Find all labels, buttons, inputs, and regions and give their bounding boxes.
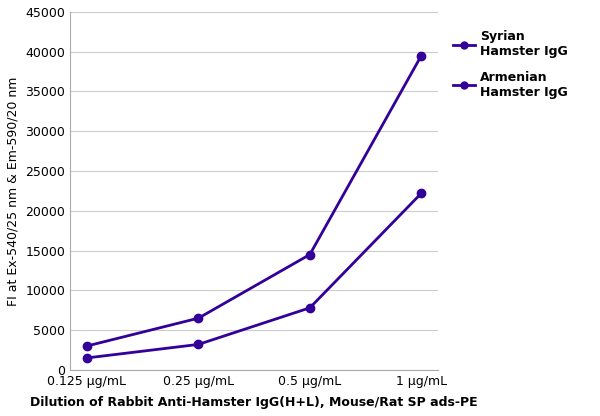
Syrian
Hamster IgG bbox=[195, 316, 202, 321]
Armenian
Hamster IgG bbox=[195, 342, 202, 347]
Legend: Syrian
Hamster IgG, Armenian
Hamster IgG: Syrian Hamster IgG, Armenian Hamster IgG bbox=[448, 25, 573, 104]
X-axis label: Dilution of Rabbit Anti-Hamster IgG(H+L), Mouse/Rat SP ads-PE: Dilution of Rabbit Anti-Hamster IgG(H+L)… bbox=[31, 396, 478, 409]
Armenian
Hamster IgG bbox=[83, 355, 91, 360]
Line: Armenian
Hamster IgG: Armenian Hamster IgG bbox=[83, 189, 425, 362]
Syrian
Hamster IgG bbox=[306, 252, 313, 257]
Line: Syrian
Hamster IgG: Syrian Hamster IgG bbox=[83, 52, 425, 350]
Syrian
Hamster IgG bbox=[418, 53, 425, 58]
Armenian
Hamster IgG bbox=[306, 305, 313, 310]
Y-axis label: FI at Ex-540/25 nm & Em-590/20 nm: FI at Ex-540/25 nm & Em-590/20 nm bbox=[7, 76, 20, 306]
Armenian
Hamster IgG bbox=[418, 191, 425, 196]
Syrian
Hamster IgG bbox=[83, 344, 91, 349]
